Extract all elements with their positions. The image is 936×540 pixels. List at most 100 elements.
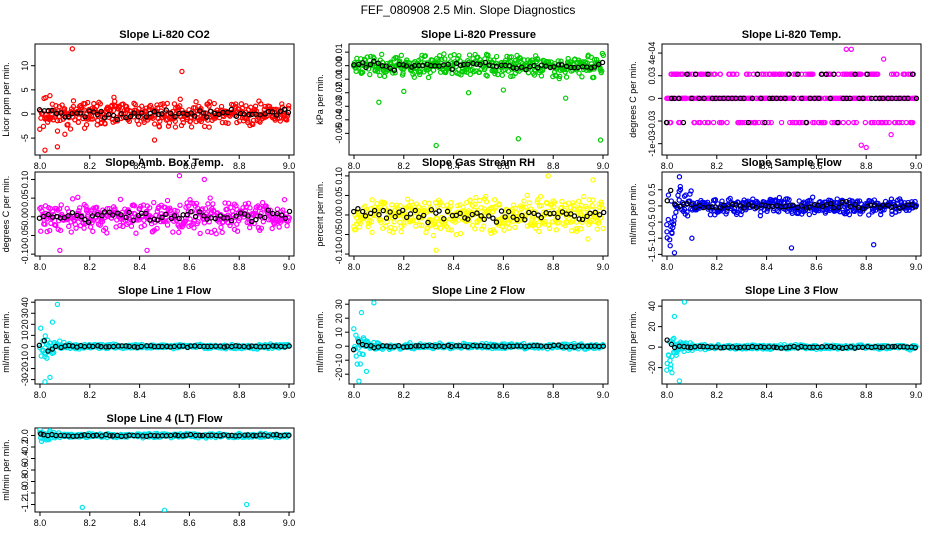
outlier-point: [54, 144, 61, 150]
data-point: [448, 199, 454, 206]
data-point: [573, 219, 580, 225]
data-point: [883, 119, 889, 126]
reference-point: [584, 343, 591, 349]
points-sampleflow: [664, 174, 920, 256]
data-point: [104, 230, 110, 236]
reference-point: [453, 60, 460, 67]
data-point: [188, 124, 195, 130]
reference-point: [110, 112, 117, 119]
reference-point: [571, 213, 578, 219]
data-point: [40, 211, 46, 217]
x-tick-label: 8.4: [133, 262, 146, 272]
data-point: [409, 218, 416, 224]
data-point: [392, 70, 398, 76]
data-point: [840, 119, 846, 126]
data-point: [430, 67, 437, 73]
data-point: [213, 231, 219, 237]
data-point: [365, 223, 371, 230]
data-point: [69, 196, 76, 202]
data-point: [563, 74, 570, 80]
reference-point: [909, 71, 916, 77]
y-tick-label: -0.10: [20, 244, 30, 265]
data-point: [234, 228, 241, 234]
data-point: [496, 202, 503, 208]
data-point: [141, 222, 148, 229]
x-tick-label: 8.6: [183, 161, 196, 171]
reference-point: [477, 61, 483, 68]
data-point: [712, 197, 719, 203]
plot-frame: [34, 299, 295, 385]
reference-point: [188, 110, 194, 116]
data-point: [57, 117, 63, 124]
reference-point: [262, 214, 268, 221]
data-point: [284, 113, 291, 119]
reference-point: [127, 113, 134, 120]
reference-point: [831, 205, 837, 211]
data-point: [585, 236, 591, 242]
reference-point: [359, 208, 366, 215]
data-point: [102, 225, 109, 232]
data-point: [787, 119, 793, 126]
reference-point: [709, 95, 716, 102]
data-point: [765, 119, 772, 126]
reference-point: [82, 216, 88, 223]
reference-point: [265, 343, 271, 350]
y-tick-label: 10: [334, 327, 344, 337]
x-tick-label: 8.8: [233, 390, 246, 400]
data-point: [284, 222, 290, 229]
reference-point: [596, 212, 603, 218]
data-point: [250, 117, 257, 124]
y-tick-label: 0: [20, 344, 30, 349]
data-point: [46, 227, 53, 234]
data-point: [524, 223, 531, 229]
y-axis-label: ml/min per min.: [628, 183, 638, 245]
data-point: [255, 224, 262, 231]
data-point: [483, 193, 489, 200]
x-tick-label: 8.8: [233, 161, 246, 171]
reference-point: [721, 202, 727, 208]
data-point: [253, 108, 259, 114]
reference-point: [445, 61, 451, 68]
reference-point: [864, 71, 871, 77]
data-point: [369, 197, 375, 203]
reference-point: [852, 201, 858, 208]
data-point: [671, 335, 677, 342]
y-tick-label: -0.10: [334, 244, 344, 265]
outlier-point: [401, 88, 407, 95]
x-tick-label: 8.0: [348, 390, 361, 400]
reference-point: [171, 213, 178, 219]
reference-point: [579, 216, 586, 223]
data-point: [367, 213, 373, 220]
data-point: [460, 204, 466, 210]
outlier-point: [363, 368, 370, 375]
reference-point: [49, 346, 56, 352]
reference-point: [163, 107, 169, 113]
outlier-point: [545, 173, 551, 179]
reference-point: [579, 343, 586, 349]
data-point: [598, 215, 604, 221]
reference-point: [876, 95, 883, 102]
data-point: [850, 71, 856, 77]
reference-point: [257, 112, 263, 118]
reference-point: [696, 95, 702, 102]
data-point: [724, 119, 730, 126]
x-tick-label: 8.6: [497, 161, 510, 171]
outlier-point: [54, 301, 61, 308]
data-point: [786, 197, 792, 203]
data-point: [205, 201, 211, 207]
y-tick-label: -20: [334, 368, 344, 381]
reference-point: [384, 343, 390, 349]
data-point: [131, 203, 138, 209]
data-point: [47, 116, 54, 122]
outlier-point: [848, 46, 854, 52]
data-point: [568, 228, 575, 234]
y-axis-label: degrees C per min.: [628, 61, 638, 138]
data-point: [810, 119, 816, 126]
reference-point: [159, 111, 165, 117]
data-point: [753, 119, 759, 126]
reference-point: [469, 211, 475, 218]
plot-frame: [348, 171, 609, 257]
data-point: [590, 197, 596, 203]
reference-point: [519, 212, 525, 219]
reference-point: [749, 203, 756, 209]
